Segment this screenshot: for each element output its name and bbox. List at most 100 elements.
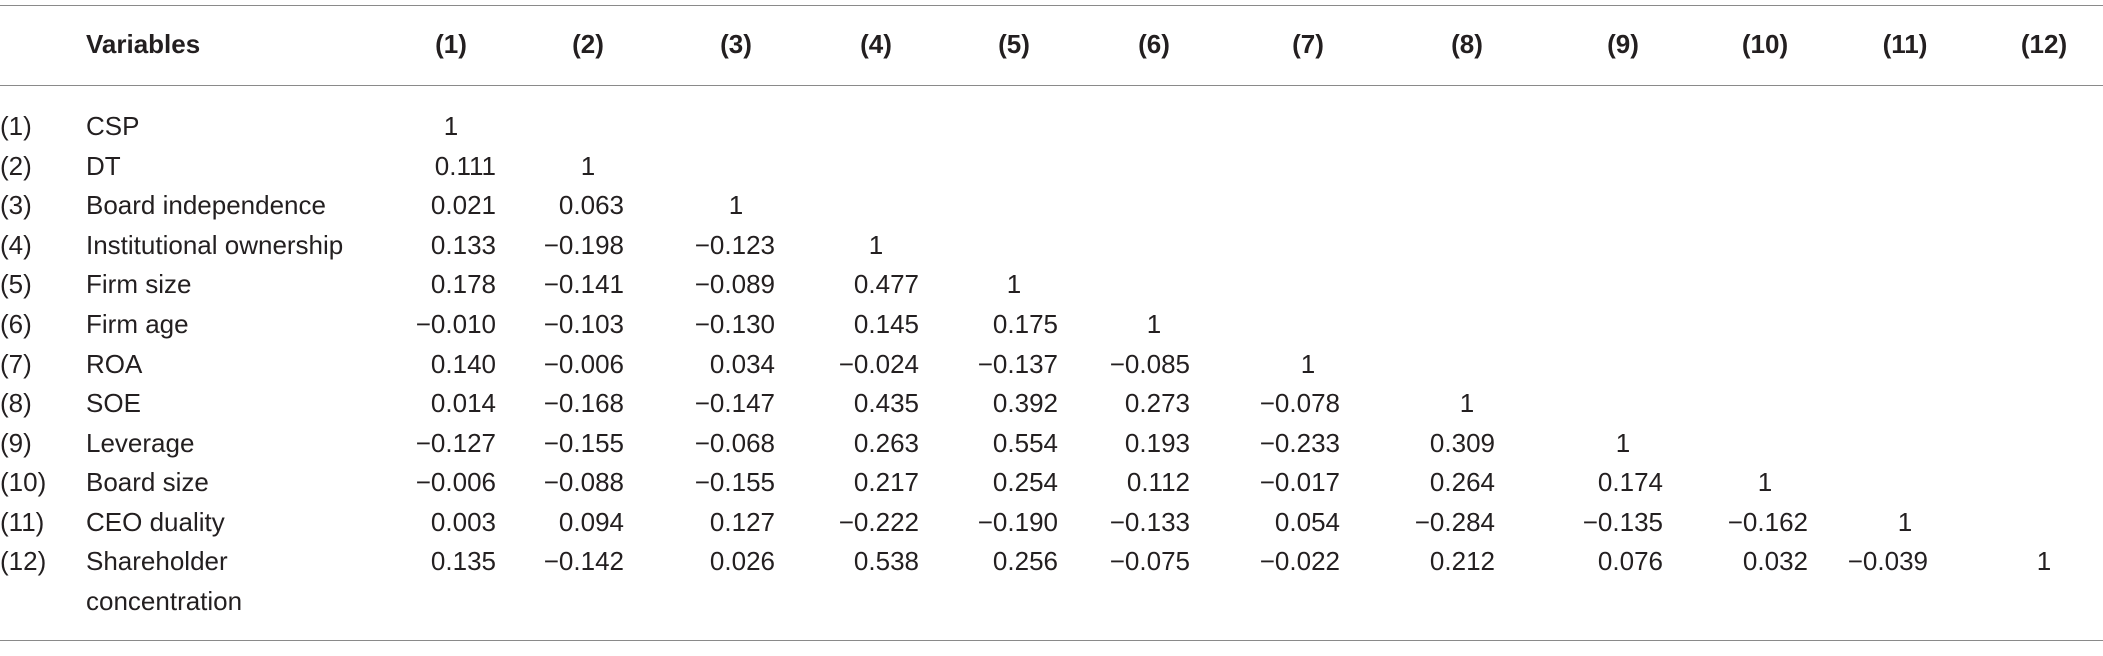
- correlation-value: −0.022: [1259, 546, 1340, 576]
- correlation-value: −0.024: [838, 349, 919, 379]
- row-variable-name: ROA: [86, 349, 143, 379]
- row-index: (8): [0, 388, 32, 418]
- correlation-value: 0.135: [430, 546, 496, 576]
- row-variable-name: SOE: [86, 388, 141, 418]
- correlation-value: 0.256: [992, 546, 1058, 576]
- correlation-value: −0.130: [694, 309, 775, 339]
- correlation-value: −0.137: [977, 349, 1058, 379]
- correlation-value: 1: [1146, 309, 1162, 339]
- header-col-7: (7): [1292, 29, 1324, 59]
- row-index: (7): [0, 349, 32, 379]
- correlation-value: 0.435: [853, 388, 919, 418]
- correlation-value: −0.168: [543, 388, 624, 418]
- correlation-value: 0.254: [992, 467, 1058, 497]
- row-variable-name: Shareholder: [86, 546, 228, 576]
- correlation-value: −0.123: [694, 230, 775, 260]
- header-col-10: (10): [1741, 29, 1789, 59]
- correlation-value: 1: [1757, 467, 1773, 497]
- correlation-value: 0.014: [430, 388, 496, 418]
- header-col-9: (9): [1607, 29, 1639, 59]
- correlation-value: 0.026: [709, 546, 775, 576]
- correlation-value: −0.198: [543, 230, 624, 260]
- bottom-rule: [0, 640, 2103, 641]
- correlation-value: −0.088: [543, 467, 624, 497]
- row-variable-name: Firm size: [86, 269, 192, 299]
- correlation-value: 0.140: [430, 349, 496, 379]
- correlation-value: 0.178: [430, 269, 496, 299]
- row-index: (12): [0, 546, 47, 576]
- correlation-value: −0.222: [838, 507, 919, 537]
- row-variable-name: Leverage: [86, 428, 195, 458]
- correlation-value: −0.155: [543, 428, 624, 458]
- row-variable-name: CEO duality: [86, 507, 225, 537]
- correlation-value: 1: [1897, 507, 1913, 537]
- correlation-value: −0.075: [1109, 546, 1190, 576]
- correlation-value: 1: [1615, 428, 1631, 458]
- correlation-value: 0.273: [1124, 388, 1190, 418]
- correlation-value: −0.068: [694, 428, 775, 458]
- header-col-3: (3): [720, 29, 752, 59]
- row-variable-name: CSP: [86, 111, 140, 141]
- correlation-value: 0.212: [1429, 546, 1495, 576]
- header-col-2: (2): [572, 29, 604, 59]
- row-index: (6): [0, 309, 32, 339]
- correlation-value: −0.085: [1109, 349, 1190, 379]
- correlation-value: 1: [443, 111, 459, 141]
- correlation-value: −0.010: [415, 309, 496, 339]
- header-variables: Variables: [86, 29, 201, 59]
- correlation-value: 1: [2036, 546, 2052, 576]
- correlation-value: 0.145: [853, 309, 919, 339]
- correlation-value: 0.003: [430, 507, 496, 537]
- correlation-value: 0.076: [1597, 546, 1663, 576]
- correlation-value: 0.127: [709, 507, 775, 537]
- row-variable-name: Board independence: [86, 190, 326, 220]
- header-col-6: (6): [1138, 29, 1170, 59]
- correlation-value: 0.309: [1429, 428, 1495, 458]
- row-index: (9): [0, 428, 32, 458]
- correlation-value: −0.017: [1259, 467, 1340, 497]
- correlation-value: −0.039: [1847, 546, 1928, 576]
- correlation-value: −0.133: [1109, 507, 1190, 537]
- correlation-value: 0.133: [430, 230, 496, 260]
- header-col-4: (4): [860, 29, 892, 59]
- row-index: (10): [0, 467, 47, 497]
- correlation-value: −0.127: [415, 428, 496, 458]
- correlation-value: 1: [868, 230, 884, 260]
- correlation-value: 1: [1459, 388, 1475, 418]
- correlation-value: −0.006: [543, 349, 624, 379]
- correlation-value: −0.142: [543, 546, 624, 576]
- correlation-value: 0.264: [1429, 467, 1495, 497]
- correlation-value: −0.006: [415, 467, 496, 497]
- row-variable-name: Firm age: [86, 309, 189, 339]
- header-col-12: (12): [2020, 29, 2068, 59]
- row-index: (5): [0, 269, 32, 299]
- correlation-value: 0.392: [992, 388, 1058, 418]
- header-col-8: (8): [1451, 29, 1483, 59]
- correlation-value: 0.263: [853, 428, 919, 458]
- correlation-value: −0.284: [1414, 507, 1495, 537]
- correlation-value: 0.094: [558, 507, 624, 537]
- correlation-value: −0.135: [1582, 507, 1663, 537]
- top-rule: [0, 5, 2103, 6]
- header-col-5: (5): [998, 29, 1030, 59]
- correlation-value: 0.175: [992, 309, 1058, 339]
- correlation-value: 1: [580, 151, 596, 181]
- row-index: (3): [0, 190, 32, 220]
- row-index: (1): [0, 111, 32, 141]
- correlation-value: 0.554: [992, 428, 1058, 458]
- correlation-value: 0.032: [1742, 546, 1808, 576]
- row-variable-name: Board size: [86, 467, 209, 497]
- row-index: (11): [0, 507, 45, 537]
- correlation-value: 0.538: [853, 546, 919, 576]
- correlation-value: −0.103: [543, 309, 624, 339]
- header-col-1: (1): [435, 29, 467, 59]
- correlation-value: −0.155: [694, 467, 775, 497]
- row-variable-name-cont: concentration: [86, 586, 243, 616]
- correlation-value: 0.021: [430, 190, 496, 220]
- correlation-value: 0.063: [558, 190, 624, 220]
- correlation-value: 0.111: [434, 151, 496, 181]
- correlation-value: 0.034: [709, 349, 775, 379]
- correlation-value: 0.193: [1124, 428, 1190, 458]
- correlation-value: −0.147: [694, 388, 775, 418]
